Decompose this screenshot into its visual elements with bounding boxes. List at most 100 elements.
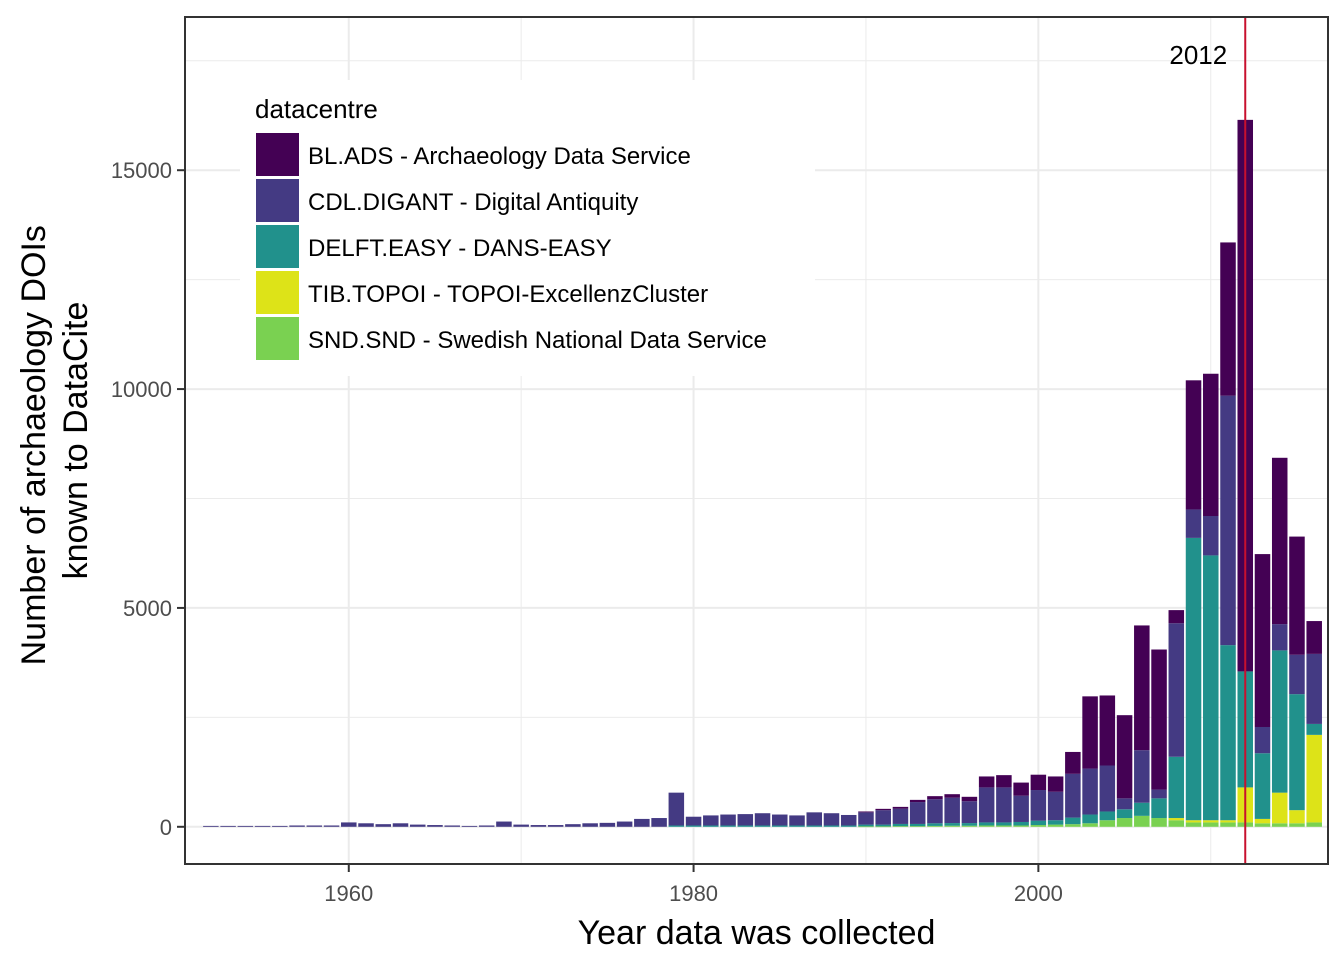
bar-segment <box>392 823 409 827</box>
bar-segment <box>427 825 443 827</box>
bar-segment <box>1254 726 1271 754</box>
bar-segment <box>875 826 891 828</box>
bar-segment <box>1151 789 1167 799</box>
legend-label: CDL.DIGANT - Digital Antiquity <box>308 189 638 216</box>
bar-segment <box>1254 554 1271 727</box>
bar-segment <box>1306 653 1322 724</box>
legend-key <box>256 133 299 176</box>
legend-key <box>256 271 299 314</box>
legend-label: DELFT.EASY - DANS-EASY <box>308 235 612 262</box>
bar-segment <box>875 824 891 827</box>
bar-segment <box>254 825 271 827</box>
bar-segment <box>289 825 305 827</box>
x-tick-label: 1960 <box>324 881 373 906</box>
bar-segment <box>1030 820 1047 826</box>
bar-segment <box>1151 798 1167 819</box>
bar-segment <box>927 823 943 826</box>
bar-segment <box>668 792 685 826</box>
bar-segment <box>272 825 288 827</box>
bar-segment <box>1134 625 1150 751</box>
legend-label: TIB.TOPOI - TOPOI-ExcellenzCluster <box>308 281 708 308</box>
bar-segment <box>1116 818 1133 827</box>
bar-segment <box>1168 818 1185 821</box>
bar-segment <box>1185 509 1202 538</box>
bar-segment <box>1306 734 1322 823</box>
bar-segment <box>858 824 874 827</box>
bar-segment <box>996 787 1012 823</box>
bar-segment <box>927 799 943 824</box>
bar-segment <box>858 811 874 813</box>
bar-segment <box>996 822 1012 826</box>
bar-segment <box>789 825 805 827</box>
bar-segment <box>1185 820 1202 823</box>
bar-segment <box>444 825 460 827</box>
bar-segment <box>565 824 581 827</box>
bar-segment <box>634 818 650 827</box>
x-tick-label: 1980 <box>669 881 718 906</box>
x-axis-ticks: 1960 1980 2000 <box>324 864 1063 906</box>
bar-segment <box>1203 373 1219 517</box>
bar-segment <box>1168 610 1185 624</box>
bar-segment <box>1065 817 1081 825</box>
y-tick-label: 0 <box>160 815 172 840</box>
bar-segment <box>1254 818 1271 824</box>
bar-segment <box>1289 536 1305 655</box>
bar-segment <box>978 822 995 826</box>
bar-segment <box>944 825 960 827</box>
bar-segment <box>237 825 254 827</box>
bar-segment <box>892 808 909 824</box>
bar-segment <box>806 812 823 826</box>
bar-segment <box>1220 242 1236 396</box>
bar-segment <box>341 822 357 827</box>
bar-segment <box>1082 814 1098 824</box>
bar-segment <box>496 821 512 827</box>
bar-segment <box>1203 822 1219 827</box>
bar-segment <box>961 801 978 824</box>
bar-segment <box>1203 820 1219 823</box>
y-tick-label: 15000 <box>111 158 172 183</box>
bar-segment <box>737 825 754 827</box>
bar-segment <box>1306 822 1322 827</box>
bar-segment <box>651 818 667 827</box>
bar-segment <box>772 814 788 826</box>
bar-segment <box>461 825 478 827</box>
bar-segment <box>737 814 754 826</box>
bar-segment <box>892 826 909 827</box>
bar-segment <box>978 825 995 827</box>
bar-segment <box>1013 782 1029 796</box>
bar-segment <box>1151 818 1167 827</box>
bar-segment <box>1306 723 1322 735</box>
legend-key <box>256 225 299 268</box>
bar-segment <box>1116 809 1133 819</box>
legend-label: SND.SND - Swedish National Data Service <box>308 327 767 354</box>
bar-segment <box>961 825 978 827</box>
bar-segment <box>1134 802 1150 816</box>
bar-segment <box>1271 457 1288 625</box>
bar-segment <box>858 826 874 828</box>
bar-segment <box>1047 791 1064 821</box>
bar-segment <box>909 799 926 803</box>
bar-segment <box>909 823 926 827</box>
bar-segment <box>203 825 219 827</box>
bar-segment <box>1185 822 1202 827</box>
bar-segment <box>806 825 823 827</box>
bar-segment <box>1082 823 1098 827</box>
bar-segment <box>1203 516 1219 556</box>
bar-segment <box>961 823 978 826</box>
bar-segment <box>1047 820 1064 825</box>
bar-segment <box>754 825 771 827</box>
bar-segment <box>1099 765 1116 812</box>
x-axis-title: Year data was collected <box>578 914 936 952</box>
bar-segment <box>996 775 1012 788</box>
bar-segment <box>1151 649 1167 790</box>
bar-segment <box>978 787 995 823</box>
bar-segment <box>1254 753 1271 819</box>
bar-segment <box>375 824 392 827</box>
legend-background <box>240 80 815 376</box>
reference-line-group: 2012 <box>1169 17 1247 864</box>
bar-segment <box>1082 768 1098 815</box>
reference-line-label: 2012 <box>1169 40 1227 70</box>
bar-segment <box>703 825 719 827</box>
bar-segment <box>1271 823 1288 827</box>
